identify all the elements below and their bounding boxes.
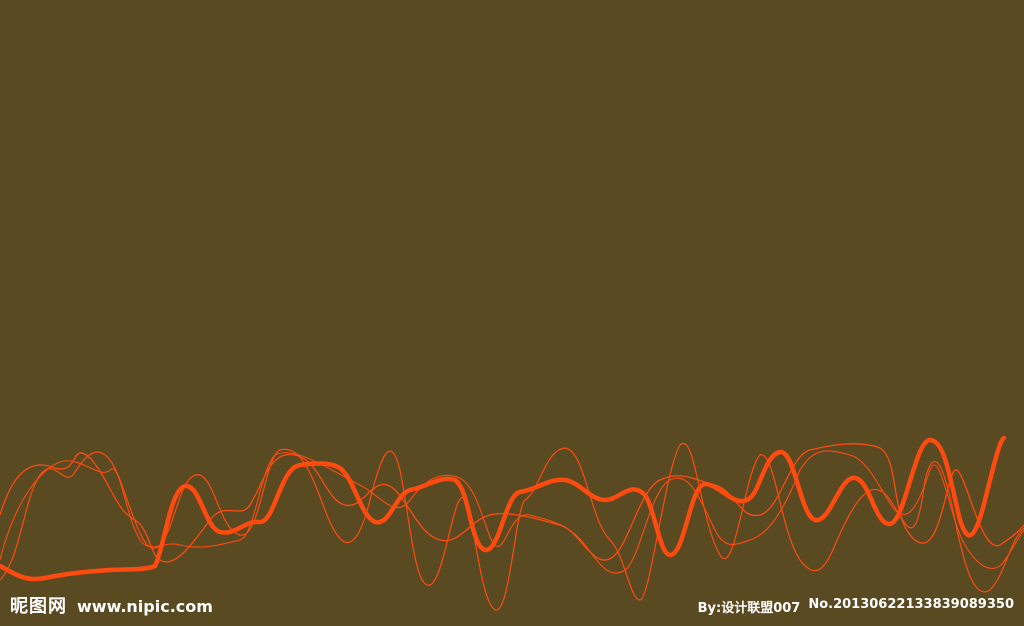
author-watermark: By:设计联盟007 No.20130622133839089350 (698, 597, 1014, 616)
watermark-url: www.nipic.com (77, 597, 213, 616)
watermark-brand: 昵图网 (10, 596, 67, 617)
thin-wave-line (0, 442, 1024, 611)
thin-wave-line (0, 450, 1024, 574)
thick-wave-line (0, 435, 1007, 582)
watermark-author: By:设计联盟007 (697, 601, 801, 616)
watermark-number: No.20130622133839089350 (808, 597, 1014, 612)
site-watermark: 昵图网 www.nipic.com (10, 592, 213, 618)
